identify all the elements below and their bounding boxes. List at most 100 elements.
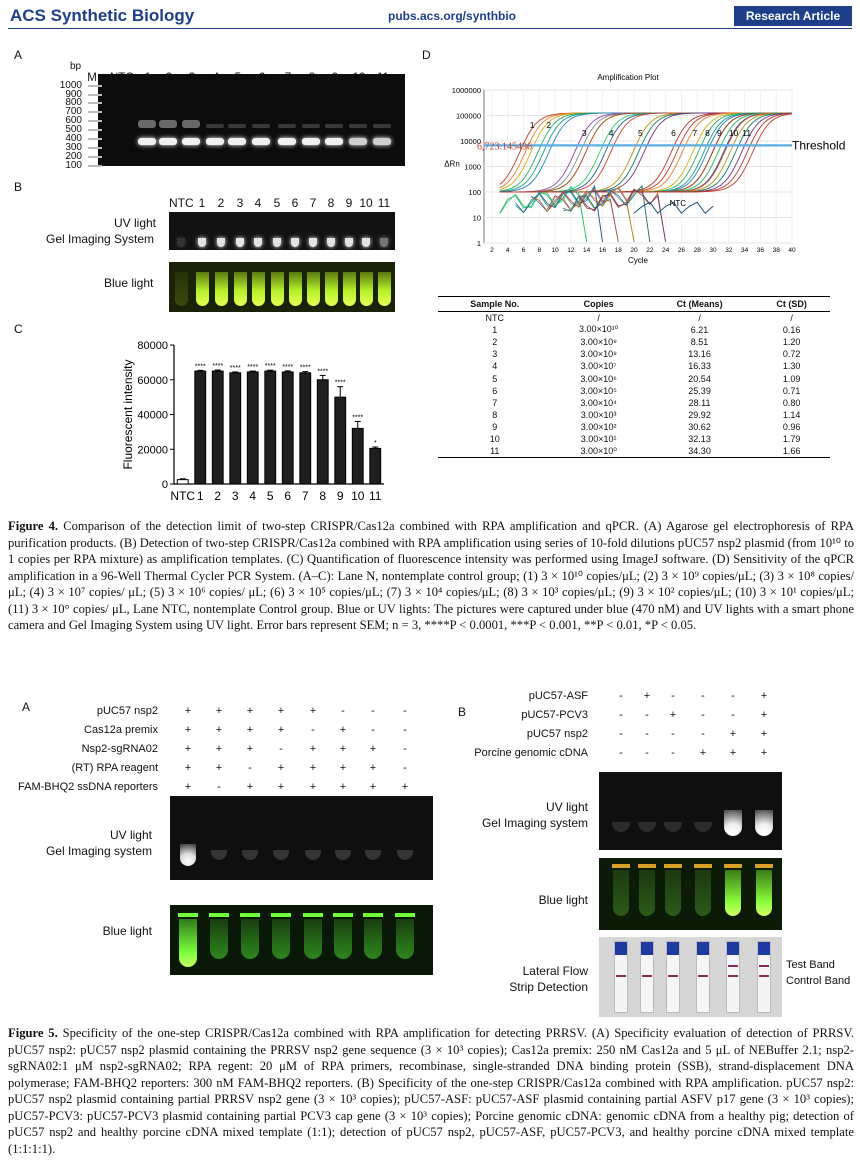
control-band [759,975,769,977]
fig5b-blue-tube [613,870,629,916]
baseline-curve [515,184,603,242]
fig5a-uv-tube [397,850,413,860]
gel-upper-band [373,124,391,128]
gel-band [373,138,391,145]
fig5a-condition-symbol: + [184,743,192,755]
gel-band [278,138,296,145]
fig5b-uv-tube [664,822,682,832]
table-cell: 8.51 [690,336,709,347]
fig5b-condition-symbol: + [760,690,768,702]
figure-5-caption: Figure 5. Specificity of the one-step CR… [8,1025,854,1157]
fig5b-tube-cap [638,864,656,868]
table-cell: 3 [492,349,498,360]
x-tick-label: 7 [302,489,309,503]
fig5a-condition-symbol: + [246,705,254,717]
y-tick-label: 20000 [137,444,168,456]
blue-tube [215,272,228,306]
fig5a-uv-tube [273,850,289,860]
gel-upper-band [206,124,224,128]
journal-url[interactable]: pubs.acs.org/synthbio [388,9,517,23]
significance-label: **** [282,364,293,371]
fig5a-condition-symbol: - [217,781,221,793]
significance-label: * [374,440,377,447]
x-tick-label: 30 [709,247,717,254]
ladder-band [88,147,102,149]
ladder-band [88,165,102,167]
bp-tick-label: 500 [65,124,82,135]
table-row: 5 3.00×10⁶ 20.54 1.09 [438,372,830,384]
lateral-flow-strip [726,941,740,1013]
fig5a-tube-cap [395,913,415,917]
fig5b-uv-tube [724,810,742,836]
table-cell: 0.71 [782,385,801,396]
fig5a-condition-symbol: + [309,781,317,793]
table-cell: 3.00×10⁷ [580,361,617,372]
fig5b-tube-cap [664,864,682,868]
ladder-band [88,94,102,96]
fig5a-tube-cap [209,913,229,917]
fig5a-row-label: (RT) RPA reagent [71,762,158,774]
blue-tube [196,272,209,306]
fig5a-condition-symbol: - [403,705,407,717]
fig5a-tube-cap [178,913,198,917]
tube-lane-label: 9 [345,196,353,210]
fig5a-condition-symbol: + [309,743,317,755]
blue-tube [175,272,188,306]
table-header-cell: Ct (Means) [645,296,754,312]
control-band [616,975,626,977]
bar [334,396,347,485]
table-cell: / [790,312,793,323]
x-tick-label: 18 [615,247,623,254]
fig5a-condition-symbol: + [339,781,347,793]
table-row: 8 3.00×10³ 29.92 1.14 [438,409,830,421]
bar [351,427,364,485]
curve-label: 10 [729,128,739,138]
bar [281,371,294,485]
x-tick-label: 10 [551,247,559,254]
significance-label: **** [300,365,311,372]
bp-tick-label: 600 [65,115,82,126]
fig5b-uv-tube [694,822,712,832]
x-tick-label: 2 [214,489,221,503]
fluorescence-bar-chart: Fluorescent intensity 0 20000 40000 60000 800… [121,340,384,503]
table-row: 7 3.00×10⁴ 28.11 0.80 [438,397,830,409]
fig5b-condition-symbol: - [671,747,675,759]
x-tick-label: 3 [232,489,239,503]
gel-imaging-label: Gel Imaging System [46,232,155,246]
x-tick-label: 6 [522,247,526,254]
fig5b-condition-symbol: + [760,709,768,721]
uv-tube [309,238,317,247]
gel-upper-band [228,124,246,128]
panel-d-label: D [422,48,431,62]
uv-tube [217,238,225,247]
table-cell: 34.30 [645,445,754,459]
fig5b-condition-symbol: - [701,728,705,740]
fig5a-condition-symbol: + [339,724,347,736]
fig5a-condition-symbol: + [184,724,192,736]
ladder-band [88,138,102,140]
table-cell: 10 [489,434,500,445]
fig5a-condition-symbol: - [371,705,375,717]
plot-title: Amplification Plot [597,73,659,82]
tube-lane-label: 7 [309,196,317,210]
fig5a-condition-symbol: + [339,762,347,774]
gel-band [138,138,156,145]
x-tick-label: 36 [757,247,765,254]
fig5a-condition-symbol: + [215,705,223,717]
x-tick-label: 10 [351,489,365,503]
table-cell: 29.92 [688,410,711,421]
lateral-flow-strip [640,941,654,1013]
fig5a-blue-tube [364,919,382,959]
control-band [728,975,738,977]
fig5a-blue-label: Blue light [102,924,152,938]
x-axis-label: Cycle [628,256,649,265]
fig5a-uv-tube [180,844,196,866]
significance-label: **** [335,380,346,387]
fig5a-blue-tube [334,919,352,959]
gel-band [206,138,224,145]
fig5a-uv-tube [242,850,258,860]
y-tick-label: 60000 [137,375,168,387]
fig5a-condition-symbol: + [277,762,285,774]
x-tick-label: 11 [369,489,382,503]
table-cell: 4 [492,361,498,372]
